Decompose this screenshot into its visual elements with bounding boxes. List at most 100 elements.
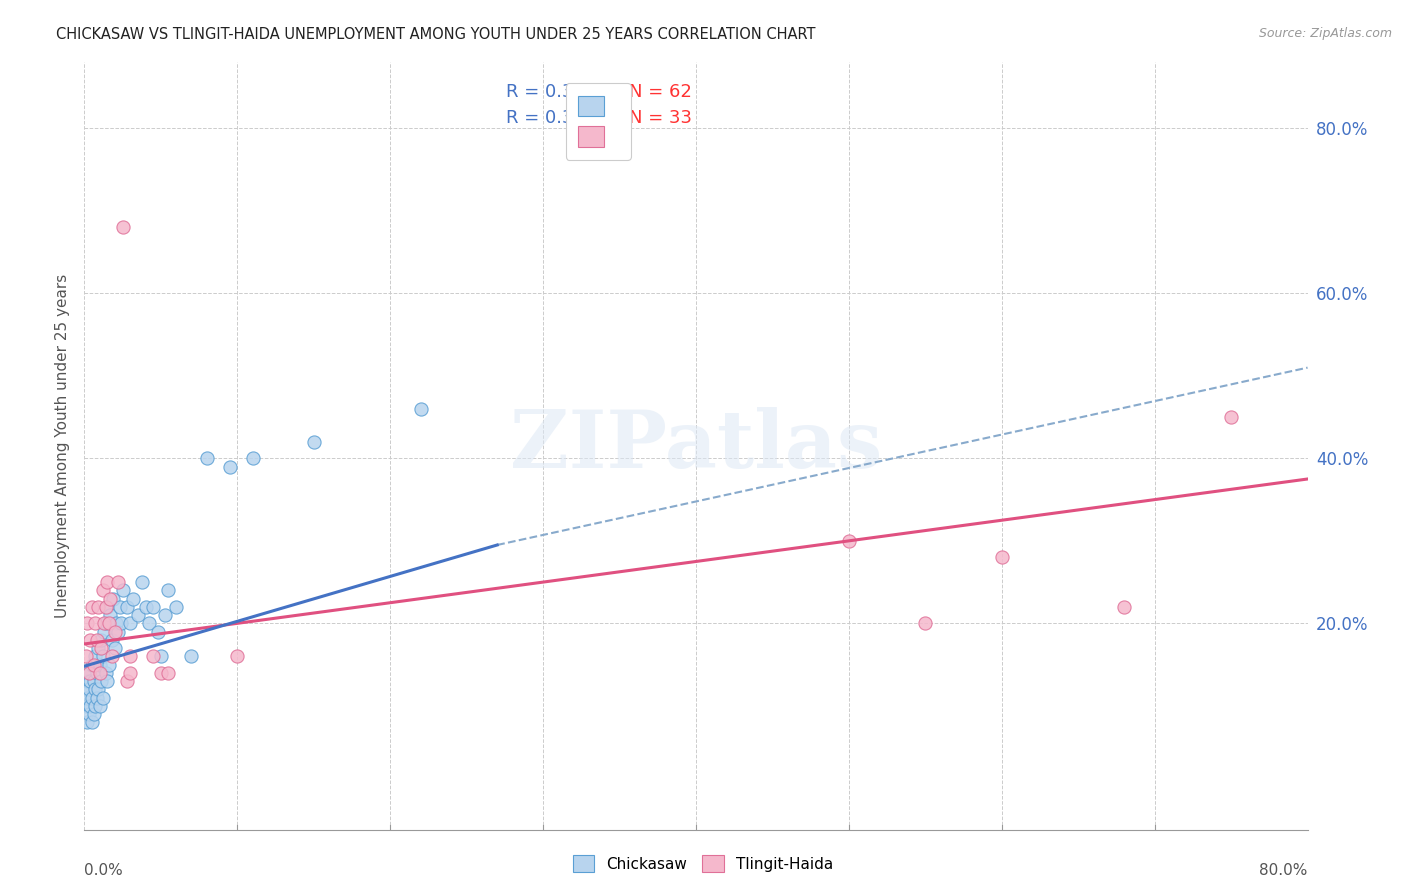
Point — [195, 451, 218, 466]
Point — [226, 649, 249, 664]
Point — [97, 657, 120, 672]
Point — [111, 220, 134, 235]
Point — [83, 674, 105, 689]
Text: Source: ZipAtlas.com: Source: ZipAtlas.com — [1258, 27, 1392, 40]
Point — [83, 657, 105, 672]
Point — [94, 665, 117, 680]
Point — [157, 583, 180, 598]
Point — [1114, 599, 1136, 614]
Point — [242, 451, 264, 466]
Legend: , : , — [565, 83, 631, 160]
Text: ZIPatlas: ZIPatlas — [510, 407, 882, 485]
Point — [107, 575, 129, 590]
Point — [142, 649, 165, 664]
Point — [80, 599, 103, 614]
Point — [120, 616, 142, 631]
Point — [87, 599, 110, 614]
Point — [77, 707, 100, 722]
Point — [75, 649, 97, 664]
Point — [76, 715, 98, 730]
Text: N = 33: N = 33 — [628, 109, 692, 127]
Point — [91, 690, 114, 705]
Text: 80.0%: 80.0% — [1260, 863, 1308, 878]
Point — [991, 550, 1014, 565]
Point — [84, 682, 107, 697]
Point — [75, 698, 97, 713]
Point — [120, 665, 142, 680]
Point — [89, 657, 111, 672]
Point — [115, 599, 138, 614]
Point — [157, 665, 180, 680]
Point — [180, 649, 202, 664]
Point — [79, 698, 101, 713]
Point — [104, 641, 127, 656]
Point — [91, 649, 114, 664]
Point — [135, 599, 157, 614]
Point — [80, 657, 103, 672]
Point — [108, 599, 131, 614]
Point — [96, 674, 118, 689]
Point — [89, 698, 111, 713]
Text: 0.0%: 0.0% — [84, 863, 124, 878]
Y-axis label: Unemployment Among Youth under 25 years: Unemployment Among Youth under 25 years — [55, 274, 70, 618]
Point — [1220, 410, 1243, 425]
Point — [101, 649, 124, 664]
Point — [101, 632, 124, 647]
Point — [91, 583, 114, 598]
Point — [104, 624, 127, 639]
Text: R = 0.306: R = 0.306 — [506, 109, 596, 127]
Text: N = 62: N = 62 — [628, 83, 692, 101]
Point — [103, 591, 125, 606]
Point — [86, 632, 108, 647]
Point — [76, 616, 98, 631]
Point — [409, 401, 432, 416]
Point — [107, 624, 129, 639]
Point — [122, 591, 145, 606]
Point — [84, 698, 107, 713]
Point — [96, 575, 118, 590]
Point — [80, 690, 103, 705]
Point — [149, 649, 172, 664]
Point — [86, 665, 108, 680]
Point — [115, 674, 138, 689]
Point — [94, 616, 117, 631]
Point — [77, 682, 100, 697]
Point — [131, 575, 153, 590]
Point — [86, 690, 108, 705]
Point — [120, 649, 142, 664]
Point — [84, 649, 107, 664]
Point — [838, 533, 860, 548]
Point — [80, 715, 103, 730]
Point — [146, 624, 169, 639]
Point — [83, 707, 105, 722]
Point — [302, 434, 325, 449]
Point — [110, 616, 132, 631]
Text: R = 0.303: R = 0.303 — [506, 83, 596, 101]
Point — [138, 616, 160, 631]
Legend: Chickasaw, Tlingit-Haida: Chickasaw, Tlingit-Haida — [565, 847, 841, 880]
Point — [90, 632, 112, 647]
Point — [142, 599, 165, 614]
Point — [93, 616, 115, 631]
Point — [105, 616, 128, 631]
Point — [76, 674, 98, 689]
Point — [77, 665, 100, 680]
Point — [97, 616, 120, 631]
Point — [77, 665, 100, 680]
Point — [90, 674, 112, 689]
Point — [89, 665, 111, 680]
Point — [98, 608, 121, 623]
Point — [76, 690, 98, 705]
Point — [149, 665, 172, 680]
Point — [87, 641, 110, 656]
Point — [127, 608, 149, 623]
Point — [79, 632, 101, 647]
Text: CHICKASAW VS TLINGIT-HAIDA UNEMPLOYMENT AMONG YOUTH UNDER 25 YEARS CORRELATION C: CHICKASAW VS TLINGIT-HAIDA UNEMPLOYMENT … — [56, 27, 815, 42]
Point — [87, 682, 110, 697]
Point — [165, 599, 187, 614]
Point — [155, 608, 177, 623]
Point — [75, 682, 97, 697]
Point — [94, 599, 117, 614]
Point — [84, 616, 107, 631]
Point — [93, 624, 115, 639]
